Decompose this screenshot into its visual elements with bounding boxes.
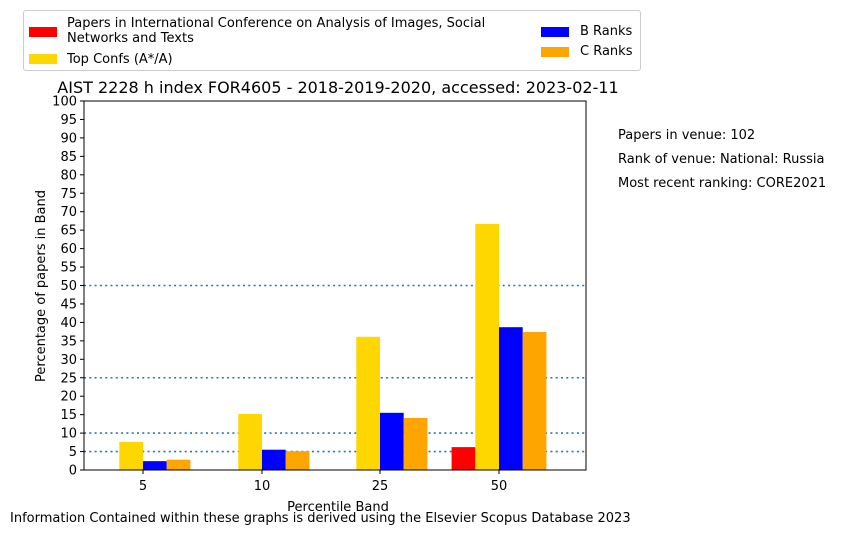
x-axis-label: Percentile Band <box>287 500 389 515</box>
y-tick-label: 20 <box>60 390 77 405</box>
bar <box>475 223 499 470</box>
bar <box>522 331 547 470</box>
bar <box>143 461 167 470</box>
legend-swatch-orange <box>541 47 569 57</box>
y-tick-label: 45 <box>60 297 77 312</box>
legend-swatch-blue <box>541 27 569 37</box>
x-tick-label: 50 <box>491 479 508 494</box>
bar <box>166 459 191 470</box>
annotation-papers-in-venue: Papers in venue: 102 <box>618 128 756 143</box>
bar <box>380 412 404 470</box>
x-tick-label: 10 <box>254 479 271 494</box>
bar <box>285 451 310 470</box>
legend: Papers in International Conference on An… <box>23 10 641 71</box>
x-tick-label: 5 <box>139 479 147 494</box>
legend-label-topconfs: Top Confs (A*/A) <box>67 52 173 67</box>
y-tick-label: 85 <box>60 150 77 165</box>
y-tick-label: 0 <box>69 464 77 479</box>
y-tick-label: 75 <box>60 187 77 202</box>
legend-label-branks: B Ranks <box>580 24 633 39</box>
plot-frame <box>83 100 587 471</box>
bar <box>262 449 286 470</box>
bar <box>499 327 523 470</box>
annotation-recent-ranking: Most recent ranking: CORE2021 <box>618 176 827 191</box>
legend-swatch-gold <box>29 54 57 64</box>
y-tick-label: 100 <box>52 95 77 110</box>
bar <box>451 447 476 470</box>
y-tick-label: 60 <box>60 242 77 257</box>
y-tick-label: 70 <box>60 205 77 220</box>
y-tick-label: 25 <box>60 371 77 386</box>
annotation-rank-of-venue: Rank of venue: National: Russia <box>618 152 825 167</box>
y-tick-label: 5 <box>69 445 77 460</box>
bar <box>403 417 428 470</box>
y-tick-label: 15 <box>60 408 77 423</box>
y-tick-label: 30 <box>60 353 77 368</box>
x-tick-label: 25 <box>372 479 389 494</box>
bar <box>238 413 262 470</box>
bar <box>356 336 380 470</box>
legend-label-venue-line1: Papers in International Conference on An… <box>67 16 486 31</box>
legend-label-cranks: C Ranks <box>580 44 633 59</box>
y-tick-label: 35 <box>60 334 77 349</box>
y-tick-label: 10 <box>60 427 77 442</box>
footer-source-note: Information Contained within these graph… <box>10 511 631 526</box>
chart-title: AIST 2228 h index FOR4605 - 2018-2019-20… <box>57 78 618 97</box>
y-axis-label: Percentage of papers in Band <box>34 190 49 382</box>
bar <box>119 441 143 470</box>
y-tick-label: 55 <box>60 261 77 276</box>
y-tick-label: 50 <box>60 279 77 294</box>
y-tick-label: 65 <box>60 224 77 239</box>
y-tick-label: 90 <box>60 131 77 146</box>
y-tick-label: 95 <box>60 113 77 128</box>
legend-swatch-red <box>29 27 57 37</box>
y-tick-label: 80 <box>60 168 77 183</box>
y-tick-label: 40 <box>60 316 77 331</box>
legend-label-venue-line2: Networks and Texts <box>67 31 194 46</box>
